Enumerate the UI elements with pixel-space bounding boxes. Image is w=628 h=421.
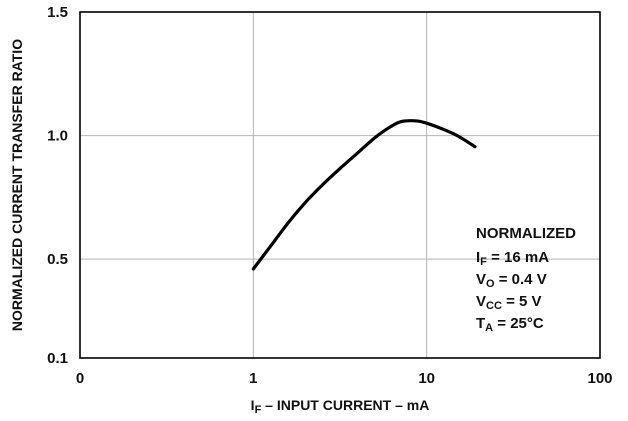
plot-frame	[79, 11, 601, 359]
y-axis-label: NORMALIZED CURRENT TRANSFER RATIO	[9, 39, 25, 331]
conditions-title: NORMALIZED	[476, 225, 576, 242]
conditions-value: = 5 V	[502, 293, 542, 310]
x-tick-label: 10	[418, 370, 435, 387]
conditions-line: IF = 16 mA	[476, 249, 549, 268]
x-axis-label: IF – INPUT CURRENT – mA	[251, 397, 430, 416]
y-tick-label: 1.5	[47, 4, 68, 21]
x-tick-label: 1	[249, 370, 257, 387]
conditions-line: TA = 25°C	[476, 315, 544, 334]
conditions-value: = 25°C	[493, 315, 544, 332]
conditions-subscript: A	[485, 322, 493, 334]
x-tick-labels: 0 1 10 100	[76, 370, 613, 387]
x-tick-label: 0	[76, 370, 84, 387]
conditions-line: VCC = 5 V	[476, 293, 542, 312]
conditions-symbol: T	[476, 315, 485, 332]
x-axis-label-sub: F	[255, 404, 262, 416]
y-tick-label: 0.5	[47, 251, 68, 268]
x-tick-label: 100	[587, 370, 612, 387]
y-tick-label: 0.1	[47, 350, 68, 367]
conditions-subscript: O	[486, 278, 495, 290]
conditions-value: = 0.4 V	[495, 271, 547, 288]
series-line	[251, 119, 477, 271]
conditions-symbol: V	[476, 293, 486, 310]
conditions-subscript: CC	[486, 300, 502, 312]
conditions-symbol: V	[476, 271, 486, 288]
conditions-line: VO = 0.4 V	[476, 271, 547, 290]
x-axis-label-main: I	[251, 397, 255, 413]
conditions-value: = 16 mA	[487, 249, 549, 266]
grid	[80, 12, 600, 358]
y-tick-label: 1.0	[47, 128, 68, 145]
y-tick-labels: 0.1 0.5 1.0 1.5	[47, 4, 68, 367]
conditions-symbol: I	[476, 249, 480, 266]
x-axis-label-rest: – INPUT CURRENT – mA	[261, 397, 429, 413]
conditions-subscript: F	[480, 256, 487, 268]
